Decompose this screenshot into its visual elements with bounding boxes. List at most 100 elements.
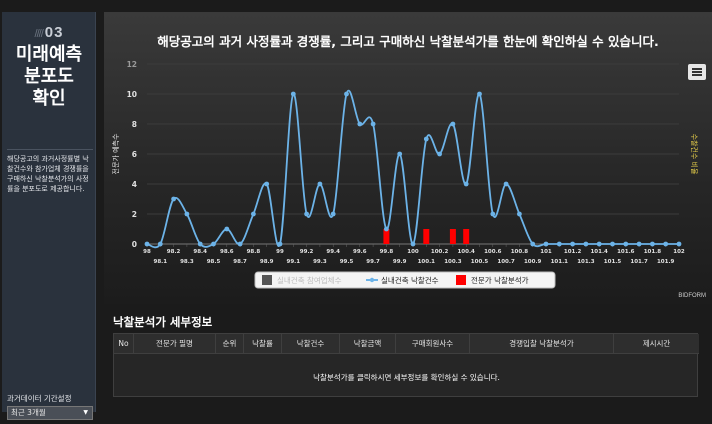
x-tick-label: 99.1 bbox=[287, 259, 301, 265]
detail-section-title: 낙찰분석가 세부정보 bbox=[113, 315, 213, 329]
win-count-point bbox=[570, 241, 575, 247]
y-tick-label: 6 bbox=[132, 150, 137, 159]
x-tick-label: 101.5 bbox=[604, 259, 622, 265]
col-competitive-analyst[interactable]: 경쟁입찰 낙찰분석가 bbox=[470, 334, 614, 354]
win-count-point bbox=[490, 211, 496, 217]
win-count-point bbox=[437, 151, 442, 157]
y-axis-label: 전문가 예측수 bbox=[111, 133, 120, 174]
x-tick-label: 98.3 bbox=[180, 259, 194, 265]
col-no[interactable]: No bbox=[114, 334, 134, 354]
win-count-point bbox=[157, 241, 163, 247]
x-tick-label: 101.9 bbox=[657, 259, 675, 265]
sidebar-title-line-1: 미래예측 bbox=[15, 44, 83, 65]
col-win-amount[interactable]: 낙찰금액 bbox=[340, 334, 396, 354]
x-tick-label: 99.9 bbox=[393, 259, 407, 265]
chart-title: 해당공고의 과거 사정률과 경쟁률, 그리고 구매하신 낙찰분석가를 한눈에 확… bbox=[157, 34, 659, 49]
win-count-point bbox=[357, 121, 363, 127]
x-tick-label: 98.8 bbox=[247, 249, 261, 255]
x-tick-label: 99 bbox=[276, 249, 284, 255]
win-count-point bbox=[304, 211, 309, 217]
x-tick-label: 99.5 bbox=[340, 259, 354, 265]
win-count-point bbox=[477, 91, 482, 97]
y-tick-label: 8 bbox=[132, 120, 137, 129]
x-tick-label: 101.2 bbox=[564, 249, 582, 255]
x-tick-label: 98.5 bbox=[207, 259, 221, 265]
section-number: ////03 bbox=[2, 24, 96, 41]
x-tick-label: 102 bbox=[673, 249, 685, 255]
x-tick-label: 99.6 bbox=[353, 249, 367, 255]
col-rank[interactable]: 순위 bbox=[216, 334, 244, 354]
slash-decoration-icon: //// bbox=[34, 28, 44, 40]
sidebar-title-line-2: 분포도 bbox=[24, 66, 74, 87]
win-count-point bbox=[636, 241, 642, 247]
analyst-bar bbox=[449, 229, 456, 244]
x-tick-label: 100.9 bbox=[524, 259, 542, 265]
x-tick-label: 100.7 bbox=[497, 259, 515, 265]
x-tick-label: 100.2 bbox=[431, 249, 449, 255]
hamburger-menu-icon[interactable] bbox=[688, 64, 706, 80]
sidebar-title: 미래예측 분포도 확인 bbox=[2, 44, 96, 110]
win-count-point bbox=[224, 226, 230, 232]
x-tick-label: 100.3 bbox=[444, 259, 462, 265]
win-count-point bbox=[211, 241, 216, 247]
x-tick-label: 98.4 bbox=[193, 249, 207, 255]
detail-empty-message: 낙찰분석가를 클릭하시면 세부정보를 확인하실 수 있습니다. bbox=[313, 373, 500, 382]
col-win-rate[interactable]: 낙찰률 bbox=[244, 334, 282, 354]
legend-swatch-icon bbox=[456, 275, 466, 285]
sidebar-title-line-3: 확인 bbox=[32, 88, 66, 109]
win-count-point bbox=[623, 241, 629, 247]
win-count-point bbox=[610, 241, 615, 247]
x-tick-label: 100.8 bbox=[511, 249, 529, 255]
win-count-point bbox=[171, 196, 176, 202]
col-submit-time[interactable]: 제시시간 bbox=[642, 339, 671, 348]
detail-table: No 전문가 필명 순위 낙찰률 낙찰건수 낙찰금액 구매회원사수 경쟁입찰 낙… bbox=[113, 333, 699, 397]
x-tick-label: 100 bbox=[407, 249, 419, 255]
col-expert-name[interactable]: 전문가 필명 bbox=[134, 334, 216, 354]
x-tick-label: 100.5 bbox=[471, 259, 489, 265]
y-tick-label: 2 bbox=[132, 210, 137, 219]
win-count-point bbox=[237, 241, 243, 247]
chart-legend: 실내건축 참여업체수 실내건축 낙찰건수 전문가 낙찰분석가 bbox=[254, 271, 556, 289]
x-tick-label: 98 bbox=[143, 249, 151, 255]
period-select[interactable]: 최근 3개월 ▼ bbox=[7, 406, 93, 420]
sidebar: ////03 미래예측 분포도 확인 해당공고의 과거사정률별 낙찰건수와 참가… bbox=[2, 12, 96, 420]
x-tick-label: 98.7 bbox=[233, 259, 247, 265]
col-win-count[interactable]: 낙찰건수 bbox=[282, 334, 340, 354]
x-tick-label: 101.3 bbox=[577, 259, 595, 265]
win-count-point bbox=[317, 181, 323, 187]
win-count-point bbox=[530, 241, 536, 247]
win-count-point bbox=[144, 241, 150, 247]
y-axis-label-right: 수찰건수 비율 bbox=[690, 134, 699, 175]
win-count-point bbox=[197, 241, 203, 247]
y-tick-label: 12 bbox=[127, 60, 137, 69]
x-tick-label: 99.7 bbox=[366, 259, 380, 265]
win-count-point bbox=[676, 241, 682, 247]
win-count-point bbox=[290, 91, 296, 97]
legend-point-icon bbox=[369, 277, 375, 283]
win-count-point bbox=[344, 91, 349, 97]
chart-svg: 0246810129898.198.298.398.498.598.698.79… bbox=[111, 60, 699, 289]
x-tick-label: 99.2 bbox=[300, 249, 314, 255]
analyst-bar bbox=[383, 229, 390, 244]
x-tick-label: 101.8 bbox=[644, 249, 662, 255]
x-tick-label: 99.3 bbox=[313, 259, 327, 265]
analyst-bar bbox=[463, 229, 470, 244]
x-tick-label: 101.4 bbox=[590, 249, 608, 255]
x-tick-label: 99.4 bbox=[326, 249, 340, 255]
sidebar-description: 해당공고의 과거사정률별 낙찰건수와 참가업체 경쟁률을 구매하신 낙찰분석가의… bbox=[7, 149, 93, 194]
x-tick-label: 100.6 bbox=[484, 249, 502, 255]
win-count-point bbox=[596, 241, 602, 247]
x-tick-label: 101.6 bbox=[617, 249, 635, 255]
y-tick-label: 4 bbox=[132, 180, 137, 189]
y-tick-label: 0 bbox=[132, 240, 137, 249]
analyst-bar bbox=[423, 229, 430, 244]
win-count-point bbox=[384, 226, 389, 232]
x-tick-label: 98.6 bbox=[220, 249, 234, 255]
col-buyer-count[interactable]: 구매회원사수 bbox=[396, 334, 470, 354]
win-count-point bbox=[556, 241, 562, 247]
x-tick-label: 98.2 bbox=[167, 249, 181, 255]
legend-item-label: 전문가 낙찰분석가 bbox=[471, 275, 529, 285]
section-number-value: 03 bbox=[44, 24, 64, 41]
win-count-point bbox=[370, 121, 376, 127]
